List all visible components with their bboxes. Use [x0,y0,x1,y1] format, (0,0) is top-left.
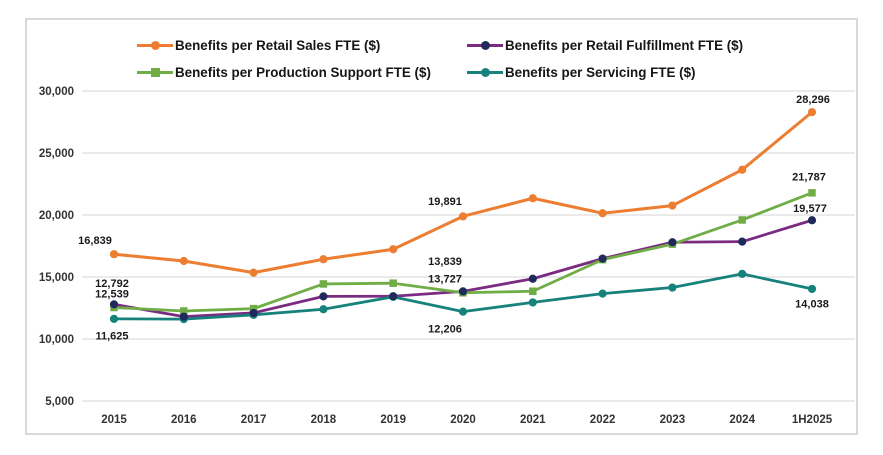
x-tick-label: 2021 [520,414,546,426]
y-tick-label: 30,000 [39,86,74,98]
data-point-marker [389,279,397,287]
data-point-marker [319,255,328,264]
data-point-marker [807,284,817,294]
data-point-marker [807,108,817,117]
data-point-marker [598,209,607,218]
data-point-marker [529,287,537,296]
data-label: 19,577 [793,203,827,215]
legend-item-retail-sales: Benefits per Retail Sales FTE ($) [137,36,380,54]
data-point-marker [808,189,816,197]
data-point-marker [458,307,468,316]
legend-label: Benefits per Servicing FTE ($) [505,64,696,80]
legend-item-retail-fulfillment: Benefits per Retail Fulfillment FTE ($) [467,36,743,54]
data-label: 14,038 [795,299,829,311]
retail-fulfillment-legend-marker-icon [467,36,503,54]
series-line-1 [112,218,814,319]
data-point-marker [249,308,258,318]
data-label: 11,625 [95,331,128,343]
legend-item-production-support: Benefits per Production Support FTE ($) [137,63,431,81]
x-tick-label: 2024 [729,414,755,426]
data-point-marker [319,305,328,314]
data-label: 19,891 [428,196,462,208]
x-tick-label: 2015 [101,414,127,426]
data-point-marker [668,201,677,210]
servicing-legend-marker-icon [467,63,503,81]
y-tick-label: 20,000 [39,210,74,222]
data-point-marker [738,237,747,246]
y-tick-label: 25,000 [39,148,74,160]
x-tick-label: 2023 [660,414,686,426]
data-point-marker [598,289,607,298]
legend-label: Benefits per Retail Sales FTE ($) [175,37,381,53]
data-label: 13,839 [428,256,462,268]
legend-item-servicing: Benefits per Servicing FTE ($) [467,63,696,81]
series-line-0 [112,110,814,275]
data-point-marker [249,268,258,277]
data-point-marker [109,314,119,323]
data-point-marker [389,245,398,254]
x-tick-label: 2017 [241,414,267,426]
x-axis-tick-labels: 2015 2016 2017 2018 2019 2020 2021 2022 2023 2024… [101,414,833,426]
x-tick-label: 2022 [590,414,616,426]
production-support-legend-marker-icon [137,63,173,81]
y-tick-label: 10,000 [39,334,74,346]
x-tick-label: 2020 [450,414,476,426]
legend-label: Benefits per Production Support FTE ($) [175,64,431,80]
data-point-marker [458,212,468,221]
data-point-marker [109,300,119,309]
data-label: 12,206 [428,323,462,335]
data-point-marker [528,274,537,283]
data-point-marker [179,256,188,266]
data-point-marker [109,250,119,259]
retail-sales-legend-marker-icon [137,36,173,54]
data-point-marker [249,304,258,313]
data-point-marker [738,165,747,174]
x-tick-label: 1H2025 [792,414,833,426]
data-point-marker [528,298,537,307]
data-point-marker [319,292,328,301]
data-label: 13,727 [428,274,462,286]
gridlines [82,90,855,402]
data-label: 21,787 [792,172,826,184]
data-label: 12,792 [95,278,129,290]
data-point-marker [389,292,398,301]
x-tick-label: 2019 [380,414,406,426]
data-point-marker [598,254,607,263]
data-point-marker [668,238,677,247]
data-point-marker [738,216,746,224]
series-markers-1 [109,216,817,321]
series-markers-0 [109,108,817,277]
y-axis-tick-labels: 30,000 25,000 20,000 15,000 10,000 5,000 [39,86,74,408]
y-tick-label: 15,000 [39,272,74,284]
data-point-marker [319,280,328,288]
data-label: 28,296 [796,94,830,106]
data-point-marker [528,194,537,203]
x-tick-label: 2018 [311,414,337,426]
data-label: 12,539 [95,288,129,300]
data-point-marker [738,269,747,278]
data-point-marker [179,312,188,321]
data-label: 16,839 [78,235,112,247]
data-point-marker [668,283,677,292]
data-point-marker [458,287,468,296]
series-markers-2 [110,189,816,315]
data-point-marker [807,216,817,225]
x-tick-label: 2016 [171,414,197,426]
data-point-marker [180,307,188,315]
y-tick-label: 5,000 [45,396,74,408]
legend-label: Benefits per Retail Fulfillment FTE ($) [505,37,744,53]
